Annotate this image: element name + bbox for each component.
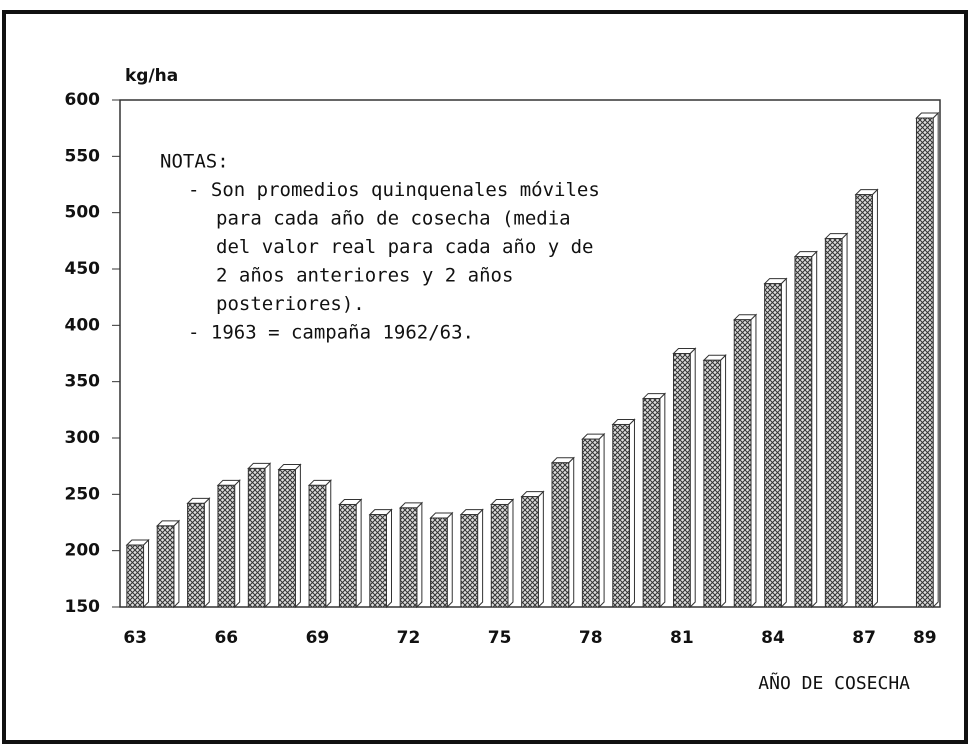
bar-side — [173, 519, 180, 609]
x-tick-label: 69 — [306, 628, 330, 648]
bar-side — [659, 392, 666, 609]
y-tick-label: 400 — [65, 315, 101, 335]
y-tick-label: 550 — [65, 146, 101, 166]
y-tick-label: 200 — [65, 541, 101, 561]
y-tick-label: 350 — [65, 372, 101, 392]
bar-side — [355, 498, 362, 609]
bar — [187, 502, 205, 608]
bar-side — [264, 462, 271, 609]
bar-side — [325, 479, 332, 609]
bar-side — [598, 432, 605, 609]
bar-side — [720, 354, 727, 609]
bar — [369, 514, 387, 608]
x-tick-label: 72 — [397, 628, 421, 648]
bar — [126, 544, 145, 608]
bar-side — [568, 456, 575, 609]
bar — [581, 438, 600, 608]
bar — [217, 484, 236, 608]
bar — [247, 467, 266, 608]
bar — [551, 462, 570, 608]
y-tick-label: 600 — [65, 90, 101, 110]
x-tick-label: 87 — [852, 628, 876, 648]
bar-side — [416, 501, 423, 609]
note-line: NOTAS: — [160, 151, 229, 173]
y-tick-label: 250 — [65, 484, 101, 504]
bar — [764, 283, 782, 608]
x-tick-label: 78 — [579, 628, 603, 648]
x-tick-label: 84 — [761, 628, 785, 648]
note-line: para cada año de cosecha (media — [216, 208, 571, 230]
bar — [824, 238, 843, 608]
bar-side — [386, 508, 392, 609]
bar-side — [871, 188, 878, 609]
bar-side — [841, 232, 848, 609]
x-tick-label: 75 — [488, 628, 512, 648]
bar — [733, 319, 752, 608]
bar-side — [811, 250, 818, 609]
bar — [855, 194, 873, 608]
bar — [612, 423, 630, 608]
bar-side — [507, 498, 514, 609]
note-line: - 1963 = campaña 1962/63. — [188, 322, 474, 344]
x-tick-label: 81 — [670, 628, 694, 648]
bar-side — [143, 538, 150, 609]
note-line: - Son promedios quinquenales móviles — [188, 179, 600, 201]
bar — [399, 507, 418, 608]
bar — [308, 484, 327, 608]
bar — [430, 517, 448, 608]
y-axis-label: kg/ha — [125, 66, 178, 86]
y-tick-label: 500 — [65, 203, 101, 223]
bar-side — [234, 479, 241, 609]
bar — [915, 117, 934, 608]
bar-side — [780, 277, 787, 609]
bar — [338, 503, 357, 608]
bar — [156, 525, 175, 608]
y-tick-label: 450 — [65, 259, 101, 279]
bar — [642, 398, 661, 608]
bar-side — [689, 347, 696, 609]
y-tick-label: 150 — [65, 597, 101, 617]
bar — [490, 503, 509, 608]
bar-side — [932, 111, 939, 609]
bar-side — [750, 313, 757, 609]
bar — [460, 514, 479, 608]
bar-side — [446, 511, 453, 609]
x-axis-label: AÑO DE COSECHA — [758, 672, 910, 694]
y-tick-label: 300 — [65, 428, 101, 448]
bar — [794, 256, 813, 608]
bar-side — [537, 490, 544, 609]
note-line: 2 años anteriores y 2 años — [216, 265, 513, 287]
bar-side — [203, 497, 210, 609]
bar — [278, 469, 296, 608]
bar-side — [294, 463, 301, 609]
note-line: posteriores). — [216, 293, 365, 315]
bar — [673, 353, 691, 608]
x-tick-label: 66 — [214, 628, 238, 648]
bar-side — [628, 418, 635, 609]
note-line: del valor real para cada año y de — [216, 236, 594, 258]
x-tick-label: 89 — [913, 628, 937, 648]
bar — [521, 496, 539, 608]
bar — [703, 359, 722, 608]
frame — [2, 10, 968, 744]
bar-side — [477, 508, 484, 609]
x-tick-label: 63 — [123, 628, 147, 648]
